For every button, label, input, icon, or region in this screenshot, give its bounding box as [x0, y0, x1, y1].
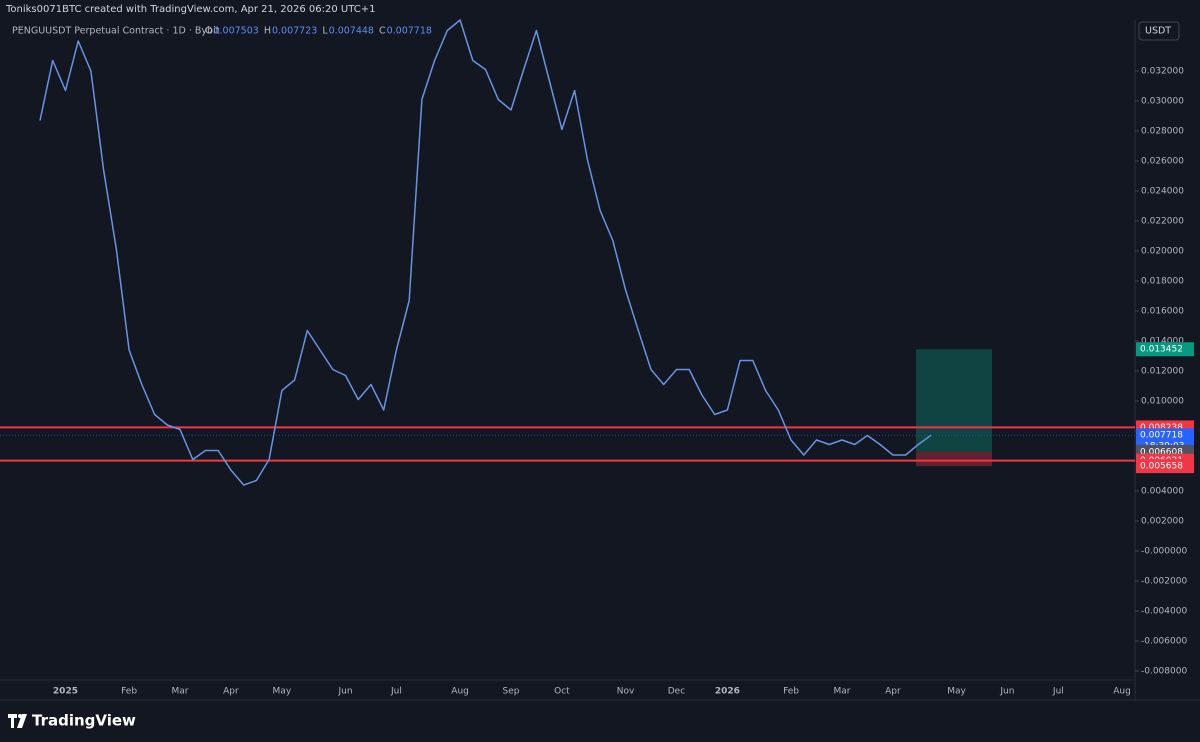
- ohlc-value: 0.007448: [329, 26, 374, 37]
- ohlc-value: 0.007718: [387, 26, 432, 37]
- ohlc-label: H: [264, 26, 271, 37]
- x-tick-label: Aug: [1113, 687, 1131, 697]
- x-tick-label: Apr: [885, 687, 901, 697]
- ohlc-value: 0.007723: [272, 26, 317, 37]
- hline-label: 0.008238: [1140, 423, 1183, 433]
- x-tick-label: 2026: [715, 687, 740, 697]
- ohlc-legend: O 0.007503 H 0.007723 L 0.007448 C 0.007718: [205, 26, 432, 37]
- x-tick-label: 2025: [53, 687, 78, 697]
- x-tick-label: Jun: [337, 687, 352, 697]
- target-label-box: [1136, 342, 1194, 357]
- ohlc-value: 0.007503: [213, 26, 258, 37]
- x-tick-label: Feb: [783, 687, 799, 697]
- target-zone: [916, 349, 992, 452]
- y-tick-label: -0.008000: [1141, 667, 1187, 677]
- x-tick-label: Jul: [390, 687, 402, 697]
- stop-label: 0.005658: [1140, 462, 1183, 472]
- x-tick-label: Oct: [554, 687, 570, 697]
- y-tick-label: -0.004000: [1141, 607, 1187, 617]
- x-tick-label: May: [947, 687, 966, 697]
- last-price-label: 0.007718: [1140, 431, 1183, 441]
- ohlc-label: O: [205, 26, 212, 37]
- y-tick-label: 0.018000: [1141, 277, 1184, 287]
- y-tick-label: -0.002000: [1141, 577, 1187, 587]
- y-tick-label: 0.020000: [1141, 247, 1184, 257]
- y-tick-label: 0.026000: [1141, 157, 1184, 167]
- entry-label: 0.006608: [1140, 447, 1183, 457]
- x-tick-label: Dec: [668, 687, 685, 697]
- ohlc-label: L: [322, 26, 328, 37]
- stop-label-box: [1136, 459, 1194, 474]
- y-tick-label: 0.002000: [1141, 517, 1184, 527]
- currency-box: [1138, 21, 1180, 41]
- x-tick-label: Feb: [121, 687, 137, 697]
- y-tick-label: 0.014000: [1141, 337, 1184, 347]
- price-line: [39, 19, 932, 486]
- y-tick-label: 0.028000: [1141, 127, 1184, 137]
- watermark: Toniks0071BTC created with TradingView.c…: [5, 4, 375, 15]
- y-tick-label: 0.012000: [1141, 367, 1184, 377]
- x-tick-label: Jul: [1052, 687, 1064, 697]
- y-tick-label: 0.024000: [1141, 187, 1184, 197]
- y-tick-label: 0.004000: [1141, 487, 1184, 497]
- y-tick-label: 0.022000: [1141, 217, 1184, 227]
- y-tick-label: 0.010000: [1141, 397, 1184, 407]
- y-tick-label: -0.000000: [1141, 547, 1187, 557]
- plot: [0, 19, 1135, 486]
- x-tick-label: Aug: [451, 687, 469, 697]
- x-tick-label: Sep: [503, 687, 520, 697]
- x-tick-label: Nov: [617, 687, 635, 697]
- target-label: 0.013452: [1140, 345, 1183, 355]
- x-tick-label: Mar: [833, 687, 850, 697]
- tv-icon: [8, 714, 27, 728]
- stop-zone: [916, 451, 992, 467]
- y-tick-label: 0.016000: [1141, 307, 1184, 317]
- y-tick-label: 0.032000: [1141, 67, 1184, 77]
- chart-title: PENGUUSDT Perpetual Contract · 1D · Bybi…: [12, 26, 220, 37]
- x-tick-label: Mar: [172, 687, 189, 697]
- y-tick-label: 0.030000: [1141, 97, 1184, 107]
- x-tick-label: Apr: [223, 687, 239, 697]
- currency: USDT: [1145, 26, 1171, 37]
- brand: TradingView: [32, 712, 136, 730]
- ohlc-label: C: [379, 26, 386, 37]
- y-tick-label: -0.006000: [1141, 637, 1187, 647]
- x-tick-label: Jun: [999, 687, 1014, 697]
- x-tick-label: May: [273, 687, 292, 697]
